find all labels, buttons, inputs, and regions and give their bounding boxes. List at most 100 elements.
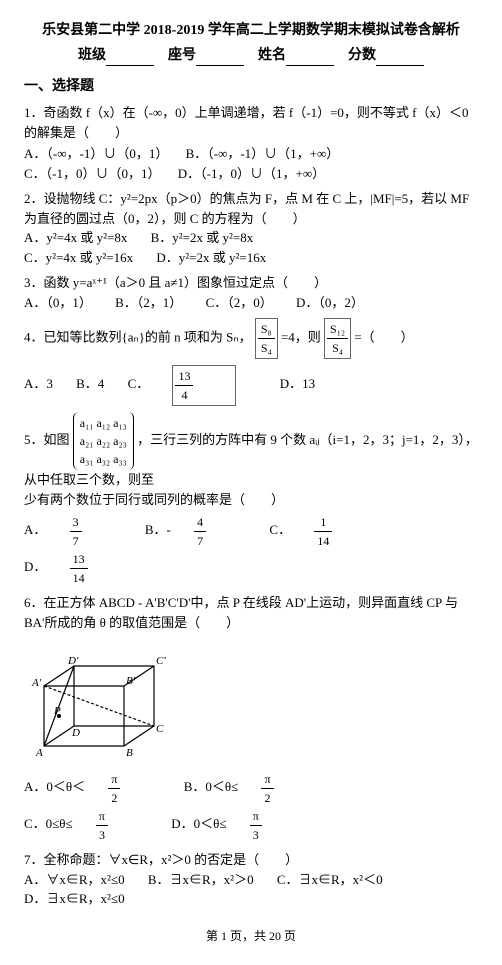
- q2-opt-b: B．y²=2x 或 y²=8x: [151, 228, 254, 248]
- q6-d-pre: D．0＜θ≤: [171, 814, 226, 834]
- page-footer: 第 1 页，共 20 页: [24, 927, 478, 945]
- q4-options: A．3 B．4 C． 134 D．13: [24, 365, 478, 406]
- q4-opt-b: B．4: [76, 374, 104, 394]
- q6-a-den: 2: [108, 789, 120, 807]
- q1-opt-c: C．（-1，0）∪（0，1）: [24, 164, 161, 184]
- q5-stem-c: 少有两个数位于同行或同列的概率是（ ）: [24, 490, 478, 510]
- q6-b-pre: B．0＜θ≤: [184, 777, 239, 797]
- q4-opt-c: C． 134: [128, 365, 257, 406]
- q6-a-num: π: [108, 770, 120, 789]
- q5-b-num: 4: [194, 513, 206, 532]
- q5-stem-a: 5．如图: [24, 432, 70, 447]
- class-blank: [106, 51, 154, 66]
- q5-b-den: 7: [194, 532, 206, 550]
- q7-stem: 7．全称命题：∀x∈R，x²＞0 的否定是（ ）: [24, 850, 478, 870]
- fraction-s12-s4: S₁₂S₄: [324, 318, 351, 359]
- page-title: 乐安县第二中学 2018-2019 学年高二上学期数学期末模拟试卷含解析: [24, 20, 478, 41]
- q5-options: A． 37 B．- 47 C． 114 D． 1314: [24, 513, 478, 587]
- name-blank: [286, 51, 334, 66]
- fraction-s8-s4: S₈S₄: [255, 318, 278, 359]
- q6-c-den: 3: [96, 826, 108, 844]
- q5-a-pre: A．: [24, 520, 46, 540]
- q2-options: A．y²=4x 或 y²=8x B．y²=2x 或 y²=8x C．y²=4x …: [24, 228, 478, 267]
- q1-stem: 1．奇函数 f（x）在（-∞，0）上单调递增，若 f（-1）=0，则不等式 f（…: [24, 103, 478, 142]
- section-heading: 一、选择题: [24, 76, 478, 97]
- q5-opt-a: A． 37: [24, 513, 122, 550]
- q7-opt-d: D．∃x∈R，x²≤0: [24, 889, 125, 909]
- q5-opt-b: B．- 47: [145, 513, 246, 550]
- q3-opt-c: C．（2，0）: [206, 293, 273, 313]
- svg-text:B': B': [126, 675, 136, 687]
- q3-opt-a: A．（0，1）: [24, 293, 92, 313]
- q3-opt-b: B．（2，1）: [115, 293, 182, 313]
- q7-opt-c: C．∃x∈R，x²＜0: [277, 870, 383, 890]
- q6-options: A．0＜θ＜ π2 B．0＜θ≤ π2 C．0≤θ≤ π3 D．0＜θ≤ π3: [24, 770, 478, 844]
- q4-stem-c: =（ ）: [354, 329, 413, 344]
- point-p: [57, 714, 61, 718]
- svg-text:D': D': [67, 655, 79, 667]
- q5-b-pre: B．-: [145, 520, 171, 540]
- svg-text:B: B: [126, 747, 133, 759]
- q7-opt-a: A．∀x∈R，x²≤0: [24, 870, 125, 890]
- q6-stem: 6．在正方体 ABCD - A'B'C'D'中，点 P 在线段 AD'上运动，则…: [24, 593, 478, 632]
- matrix-row-2: a₂₁ a₂₂ a₂₃: [80, 432, 127, 450]
- seat-label: 座号: [168, 48, 196, 63]
- class-label: 班级: [78, 48, 106, 63]
- q7-opt-b: B．∃x∈R，x²＞0: [148, 870, 254, 890]
- q4-opt-d: D．13: [280, 374, 315, 394]
- question-3: 3．函数 y=aˣ⁺¹（a＞0 且 a≠1）图象恒过定点（ ） A．（0，1） …: [24, 273, 478, 312]
- q4-c-pre: C．: [128, 374, 150, 394]
- svg-text:A': A': [31, 677, 42, 689]
- q7-options: A．∀x∈R，x²≤0 B．∃x∈R，x²＞0 C．∃x∈R，x²＜0 D．∃x…: [24, 870, 478, 909]
- q5-c-pre: C．: [269, 520, 291, 540]
- q4-stem-b: =4，则: [281, 329, 321, 344]
- q2-opt-c: C．y²=4x 或 y²=16x: [24, 248, 133, 268]
- q5-a-den: 7: [70, 532, 82, 550]
- svg-text:C: C: [156, 723, 164, 735]
- q4-c-num: 13: [175, 367, 193, 386]
- question-7: 7．全称命题：∀x∈R，x²＞0 的否定是（ ） A．∀x∈R，x²≤0 B．∃…: [24, 850, 478, 909]
- q3-options: A．（0，1） B．（2，1） C．（2，0） D．（0，2）: [24, 293, 478, 313]
- q4-stem-a: 4．已知等比数列{aₙ}的前 n 项和为 Sₙ，: [24, 329, 252, 344]
- score-label: 分数: [348, 48, 376, 63]
- question-1: 1．奇函数 f（x）在（-∞，0）上单调递增，若 f（-1）=0，则不等式 f（…: [24, 103, 478, 183]
- question-6: 6．在正方体 ABCD - A'B'C'D'中，点 P 在线段 AD'上运动，则…: [24, 593, 478, 844]
- svg-text:C': C': [156, 655, 166, 667]
- question-5: 5．如图 a₁₁ a₁₂ a₁₃ a₂₁ a₂₂ a₂₃ a₃₁ a₃₂ a₃₃…: [24, 412, 478, 587]
- q6-opt-a: A．0＜θ＜ π2: [24, 770, 160, 807]
- question-4: 4．已知等比数列{aₙ}的前 n 项和为 Sₙ， S₈S₄ =4，则 S₁₂S₄…: [24, 318, 478, 406]
- q1-opt-a: A．（-∞，-1）∪（0，1）: [24, 144, 168, 164]
- question-2: 2．设抛物线 C：y²=2px（p＞0）的焦点为 F，点 M 在 C 上，|MF…: [24, 189, 478, 267]
- name-label: 姓名: [258, 48, 286, 63]
- score-blank: [376, 51, 424, 66]
- q2-stem: 2．设抛物线 C：y²=2px（p＞0）的焦点为 F，点 M 在 C 上，|MF…: [24, 189, 478, 228]
- svg-text:A: A: [35, 747, 43, 759]
- q2-opt-d: D．y²=2x 或 y²=16x: [156, 248, 266, 268]
- q5-d-num: 13: [70, 550, 88, 569]
- q6-opt-c: C．0≤θ≤ π3: [24, 807, 148, 844]
- matrix-3x3: a₁₁ a₁₂ a₁₃ a₂₁ a₂₂ a₂₃ a₃₁ a₃₂ a₃₃: [73, 412, 134, 470]
- q5-c-den: 14: [314, 532, 332, 550]
- q5-opt-d: D． 1314: [24, 550, 128, 587]
- q5-c-num: 1: [314, 513, 332, 532]
- matrix-row-1: a₁₁ a₁₂ a₁₃: [80, 414, 127, 432]
- seat-blank: [196, 51, 244, 66]
- matrix-row-3: a₃₁ a₃₂ a₃₃: [80, 450, 127, 468]
- q5-a-num: 3: [70, 513, 82, 532]
- student-header: 班级 座号 姓名 分数: [24, 45, 478, 66]
- q6-opt-b: B．0＜θ≤ π2: [184, 770, 314, 807]
- q6-d-num: π: [250, 807, 262, 826]
- q2-opt-a: A．y²=4x 或 y²=8x: [24, 228, 127, 248]
- q6-a-pre: A．0＜θ＜: [24, 777, 85, 797]
- q4-c-den: 4: [175, 386, 193, 404]
- q1-options: A．（-∞，-1）∪（0，1） B．（-∞，-1）∪（1，+∞） C．（-1，0…: [24, 144, 478, 183]
- q1-opt-b: B．（-∞，-1）∪（1，+∞）: [186, 144, 340, 164]
- q6-d-den: 3: [250, 826, 262, 844]
- q4-opt-a: A．3: [24, 374, 53, 394]
- q6-b-den: 2: [261, 789, 273, 807]
- q5-d-den: 14: [70, 569, 88, 587]
- q3-stem: 3．函数 y=aˣ⁺¹（a＞0 且 a≠1）图象恒过定点（ ）: [24, 273, 478, 293]
- q6-opt-d: D．0＜θ≤ π3: [171, 807, 302, 844]
- q1-opt-d: D．（-1，0）∪（1，+∞）: [178, 164, 325, 184]
- q5-d-pre: D．: [24, 557, 46, 577]
